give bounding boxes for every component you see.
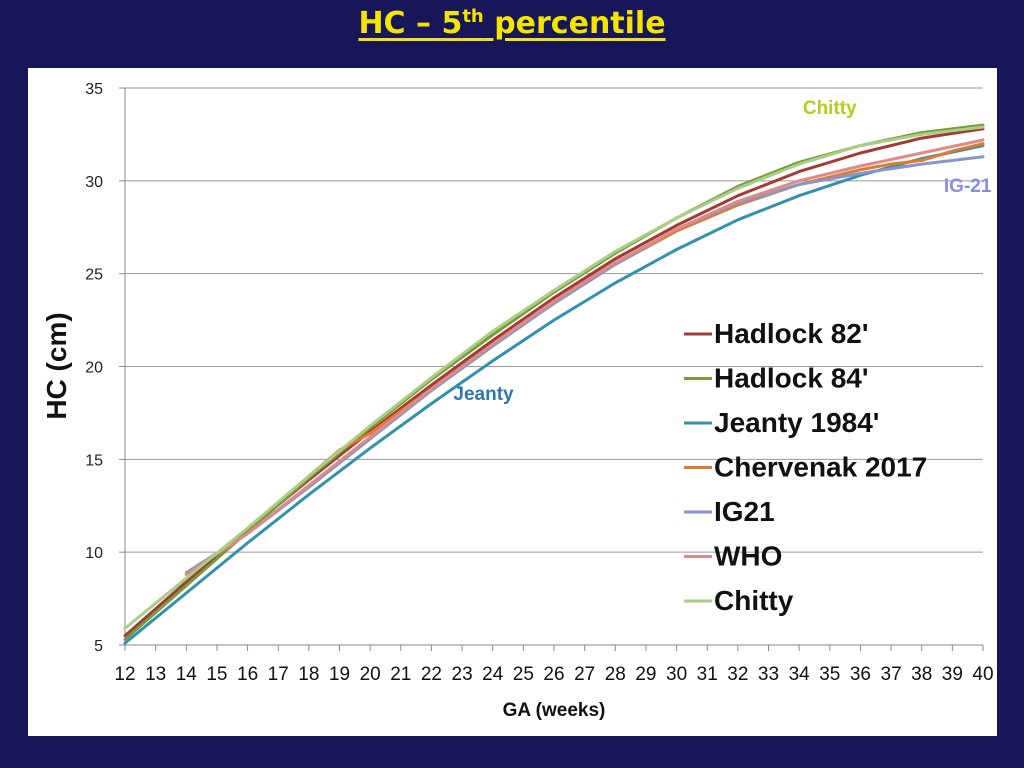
y-tick-label: 5 bbox=[94, 638, 103, 655]
x-tick-label: 19 bbox=[329, 664, 350, 685]
legend-label: Jeanty 1984' bbox=[714, 407, 879, 438]
legend-label: Chitty bbox=[714, 585, 794, 616]
x-tick-label: 33 bbox=[758, 664, 779, 685]
x-tick-label: 16 bbox=[237, 664, 258, 685]
x-tick-label: 22 bbox=[421, 664, 442, 685]
x-tick-label: 25 bbox=[513, 664, 534, 685]
x-tick-label: 18 bbox=[298, 664, 319, 685]
legend-label: Hadlock 84' bbox=[714, 363, 869, 394]
x-tick-label: 15 bbox=[206, 664, 227, 685]
x-tick-label: 24 bbox=[482, 664, 504, 685]
legend-label: WHO bbox=[714, 541, 782, 572]
series-line-3 bbox=[307, 142, 985, 478]
series-line-6 bbox=[123, 125, 985, 630]
chart-panel: 5 10 15 20 25 30 35 12 13 14 15 16 17 18 19 20 21 22 23 24 2… bbox=[28, 68, 997, 736]
hc-percentile-chart: 5 10 15 20 25 30 35 12 13 14 15 16 17 18 19 20 21 22 23 24 2… bbox=[41, 81, 994, 721]
y-tick-label: 20 bbox=[85, 360, 103, 377]
x-tick-label: 39 bbox=[942, 664, 963, 685]
series-line-2 bbox=[123, 144, 985, 645]
y-axis-label: HC (cm) bbox=[41, 312, 72, 419]
annotation-label: Jeanty bbox=[453, 384, 514, 405]
legend-label: IG21 bbox=[714, 496, 775, 527]
x-tick-label: 17 bbox=[268, 664, 289, 685]
title-rest: percentile bbox=[483, 6, 666, 41]
x-tick-label: 20 bbox=[360, 664, 381, 685]
x-axis-label: GA (weeks) bbox=[503, 700, 606, 721]
x-tick-label: 35 bbox=[819, 664, 840, 685]
y-tick-label: 25 bbox=[85, 267, 103, 284]
x-tick-label: 21 bbox=[390, 664, 411, 685]
x-tick-label: 36 bbox=[850, 664, 871, 685]
x-tick-label: 29 bbox=[635, 664, 656, 685]
x-tick-label: 12 bbox=[114, 664, 135, 685]
slide-title: HC – 5th percentile bbox=[0, 6, 1024, 41]
annotation-label: Chitty bbox=[803, 98, 857, 119]
legend-label: Hadlock 82' bbox=[714, 318, 869, 349]
x-tick-label: 13 bbox=[145, 664, 166, 685]
y-tick-label: 30 bbox=[85, 174, 103, 191]
legend-label: Chervenak 2017 bbox=[714, 452, 927, 483]
y-tick-label: 35 bbox=[85, 81, 103, 98]
x-tick-label: 26 bbox=[543, 664, 564, 685]
x-tick-label: 34 bbox=[789, 664, 811, 685]
x-tick-label: 38 bbox=[911, 664, 932, 685]
x-tick-label: 14 bbox=[176, 664, 198, 685]
x-tick-label: 23 bbox=[452, 664, 473, 685]
series-line-5 bbox=[184, 138, 985, 576]
title-main: HC – 5 bbox=[358, 6, 463, 41]
x-tick-label: 37 bbox=[881, 664, 902, 685]
x-tick-label: 27 bbox=[574, 664, 595, 685]
x-tick-label: 32 bbox=[727, 664, 748, 685]
x-tick-label: 40 bbox=[972, 664, 993, 685]
title-superscript: th bbox=[462, 6, 484, 27]
y-tick-label: 10 bbox=[85, 545, 103, 562]
y-tick-label: 15 bbox=[85, 452, 103, 469]
x-tick-label: 30 bbox=[666, 664, 687, 685]
x-tick-label: 31 bbox=[697, 664, 718, 685]
x-tick-label: 28 bbox=[605, 664, 626, 685]
annotation-label: IG-21 bbox=[944, 176, 992, 197]
slide-title-text: HC – 5th percentile bbox=[358, 6, 665, 41]
